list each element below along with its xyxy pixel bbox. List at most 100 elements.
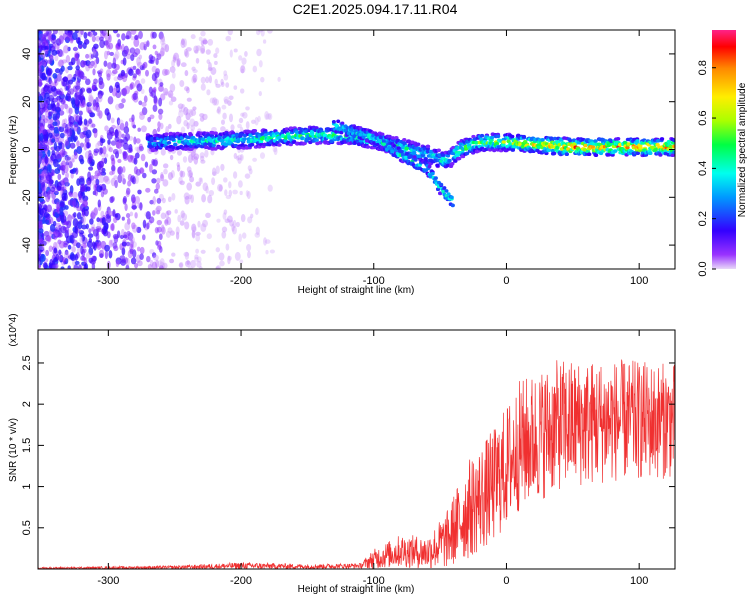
spectrogram-track-cell: [453, 159, 458, 163]
spectrogram-noise-cell: [184, 50, 190, 58]
spectrogram-track-cell: [404, 146, 409, 151]
spectrogram-noise-cell: [107, 96, 114, 105]
spectrogram-noise-cell: [64, 103, 69, 110]
spectrogram-noise-cell: [179, 261, 184, 269]
spectrogram-noise-cell: [158, 265, 164, 269]
spectrogram-noise-cell: [213, 53, 218, 59]
spectrogram-noise-cell: [246, 244, 252, 252]
spectrogram-noise-cell: [70, 173, 74, 179]
spectrogram-x-ticks: -300 -200 -100 0 100: [97, 30, 648, 287]
spectrogram-noise-cell: [103, 50, 109, 60]
spectrogram-noise-cell: [189, 109, 194, 118]
spectrogram-noise-cell: [193, 78, 197, 83]
spectrogram-noise-cell: [79, 131, 85, 139]
spectrogram-noise-cell: [256, 30, 261, 36]
spectrogram-noise-cell: [231, 223, 235, 232]
spectrogram-noise-cell: [110, 140, 117, 146]
spectrogram-noise-cell: [87, 94, 94, 103]
spectrogram-noise-cell: [208, 75, 213, 84]
spectrogram-noise-cell: [38, 235, 42, 244]
spectrogram-noise-cell: [167, 123, 172, 130]
spectrogram-noise-cell: [91, 35, 96, 43]
spectrogram-noise-cell: [129, 82, 135, 90]
spectrogram-noise-cell: [47, 123, 52, 129]
spectrogram-noise-cell: [178, 262, 183, 268]
spectrogram-noise-cell: [160, 148, 166, 156]
spectrogram-noise-cell: [61, 59, 67, 64]
spectrogram-noise-cell: [229, 49, 233, 58]
spectrogram-noise-cell: [95, 225, 102, 231]
spectrogram-noise-cell: [247, 250, 251, 259]
spectrogram-noise-cell: [206, 233, 212, 240]
spectrogram-noise-cell: [236, 155, 240, 161]
spectrogram-noise-cell: [215, 47, 220, 55]
spectrogram-noise-cell: [195, 181, 201, 187]
spectrogram-track-cell: [582, 148, 588, 152]
spectrogram-noise-cell: [149, 259, 154, 267]
spectrogram-noise-cell: [80, 30, 84, 36]
spectrogram-noise-cell: [67, 46, 71, 52]
spectrogram-noise-cell: [138, 143, 143, 151]
spectrogram-noise-cell: [84, 39, 90, 45]
colorbar-tick-label: 0.0: [697, 261, 709, 276]
spectrogram-track-cell: [402, 141, 407, 145]
spectrogram-noise-cell: [83, 141, 88, 151]
spectrogram-noise-cell: [200, 44, 206, 54]
spectrogram-noise-cell: [200, 83, 206, 91]
spectrogram-noise-cell: [149, 199, 154, 205]
spectrogram-noise-cell: [239, 259, 244, 264]
spectrogram-noise-cell: [120, 173, 125, 180]
spectrogram-noise-cell: [96, 243, 102, 250]
spectrogram-noise-cell: [133, 136, 137, 145]
spectrogram-noise-cell: [68, 79, 74, 85]
spectrogram-noise-cell: [81, 101, 86, 108]
spectrogram-noise-cell: [57, 48, 63, 58]
spectrogram-noise-cell: [157, 108, 164, 115]
spectrogram-noise-cell: [41, 172, 45, 181]
colorbar-tick-label: 0.2: [697, 211, 709, 226]
spectrogram-x-tick-label: -100: [363, 275, 385, 287]
spectrogram-noise-cell: [65, 155, 72, 164]
spectrogram-noise-cell: [134, 146, 140, 151]
spectrogram-noise-cell: [43, 165, 48, 175]
spectrogram-noise-cell: [215, 83, 221, 88]
spectrogram-noise-cell: [48, 216, 54, 225]
spectrogram-noise-cell: [169, 230, 175, 236]
spectrogram-noise-cell: [154, 188, 159, 194]
spectrogram-noise-cell: [252, 157, 258, 162]
spectrogram-noise-cell: [98, 80, 105, 90]
spectrogram-noise-cell: [114, 179, 118, 189]
spectrogram-noise-cell: [118, 148, 123, 155]
spectrogram-noise-cell: [39, 175, 45, 180]
spectrogram-noise-cell: [48, 32, 52, 40]
spectrogram-noise-cell: [40, 253, 45, 260]
spectrogram-noise-cell: [230, 124, 235, 131]
spectrogram-track-cell: [242, 137, 247, 141]
spectrogram-noise-cell: [98, 110, 103, 119]
spectrogram-noise-cell: [210, 67, 217, 75]
spectrogram-noise-cell: [215, 266, 220, 269]
spectrogram-noise-cell: [169, 83, 176, 93]
spectrogram-track-cell: [447, 158, 452, 163]
spectrogram-noise-cell: [112, 30, 119, 34]
spectrogram-noise-cell: [202, 182, 209, 192]
spectrogram-noise-cell: [264, 239, 271, 244]
spectrogram-noise-cell: [58, 224, 62, 231]
spectrogram-track-cell: [236, 146, 242, 150]
spectrogram-noise-cell: [130, 155, 134, 160]
spectrogram-noise-cell: [262, 39, 267, 44]
spectrogram-noise-cell: [101, 30, 107, 37]
spectrogram-noise-cell: [187, 170, 193, 178]
spectrogram-noise-cell: [191, 155, 195, 161]
spectrogram-track-cell: [294, 130, 300, 134]
spectrogram-noise-cell: [161, 35, 165, 43]
spectrogram-noise-cell: [61, 160, 67, 168]
spectrogram-noise-cell: [68, 107, 73, 115]
spectrogram-noise-cell: [111, 157, 116, 167]
spectrogram-track-cell: [242, 133, 248, 138]
spectrogram-noise-cell: [89, 218, 94, 225]
spectrogram-track-cell: [593, 139, 598, 143]
spectrogram-noise-cell: [76, 242, 81, 249]
spectrogram-noise-cell: [226, 215, 233, 223]
spectrogram-noise-cell: [228, 189, 233, 197]
